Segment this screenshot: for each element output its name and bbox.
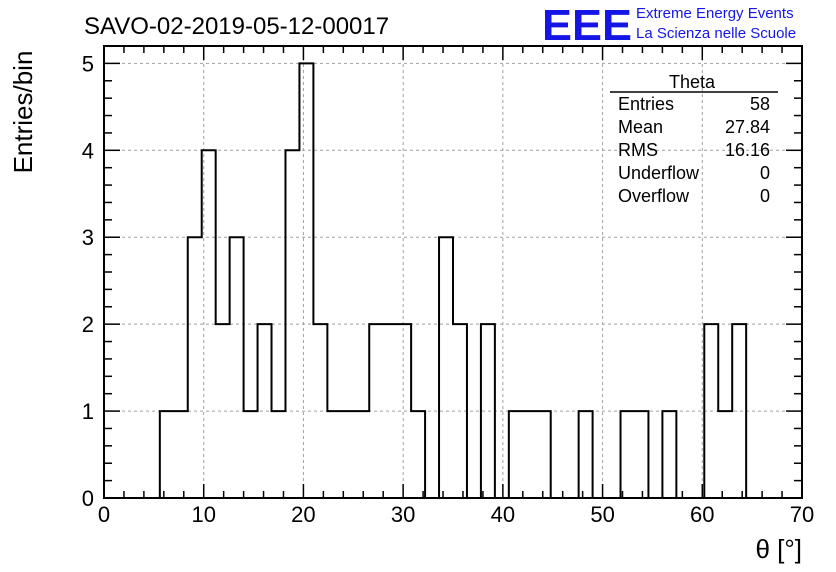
y-axis-label: Entries/bin bbox=[8, 51, 38, 174]
stats-rms-label: RMS bbox=[618, 140, 658, 160]
axis-ticks bbox=[103, 45, 803, 499]
stats-box-title: Theta bbox=[669, 72, 716, 92]
x-tick-label: 50 bbox=[590, 502, 614, 527]
stats-mean-value: 27.84 bbox=[725, 117, 770, 137]
y-tick-label: 1 bbox=[82, 399, 94, 424]
y-tick-label: 2 bbox=[82, 312, 94, 337]
eee-logo-mark: EEE bbox=[542, 1, 632, 50]
stats-overflow-label: Overflow bbox=[618, 186, 690, 206]
x-tick-label: 10 bbox=[191, 502, 215, 527]
x-tick-label: 0 bbox=[98, 502, 110, 527]
stats-mean-label: Mean bbox=[618, 117, 663, 137]
stats-entries-label: Entries bbox=[618, 94, 674, 114]
logo-line-1: Extreme Energy Events bbox=[636, 5, 794, 22]
stats-underflow-value: 0 bbox=[760, 163, 770, 183]
logo-line-2: La Scienza nelle Scuole bbox=[636, 25, 796, 42]
chart-title: SAVO-02-2019-05-12-00017 bbox=[84, 13, 389, 40]
stats-underflow-label: Underflow bbox=[618, 163, 700, 183]
stats-entries-value: 58 bbox=[750, 94, 770, 114]
x-tick-label: 20 bbox=[291, 502, 315, 527]
y-tick-label: 0 bbox=[82, 486, 94, 511]
y-tick-label: 5 bbox=[82, 51, 94, 76]
y-tick-label: 3 bbox=[82, 225, 94, 250]
x-axis-label: θ [°] bbox=[755, 534, 802, 564]
x-tick-label: 30 bbox=[391, 502, 415, 527]
x-tick-label: 70 bbox=[790, 502, 814, 527]
y-tick-label: 4 bbox=[82, 138, 94, 163]
eee-logo: EEE Extreme Energy Events La Scienza nel… bbox=[542, 1, 796, 50]
stats-rms-value: 16.16 bbox=[725, 140, 770, 160]
x-tick-label: 60 bbox=[690, 502, 714, 527]
x-tick-label: 40 bbox=[491, 502, 515, 527]
stats-box: Theta Entries 58 Mean 27.84 RMS 16.16 Un… bbox=[610, 72, 778, 206]
axis-tick-labels: 0 10 20 30 40 50 60 70 0 1 2 3 4 5 bbox=[82, 51, 814, 527]
stats-overflow-value: 0 bbox=[760, 186, 770, 206]
